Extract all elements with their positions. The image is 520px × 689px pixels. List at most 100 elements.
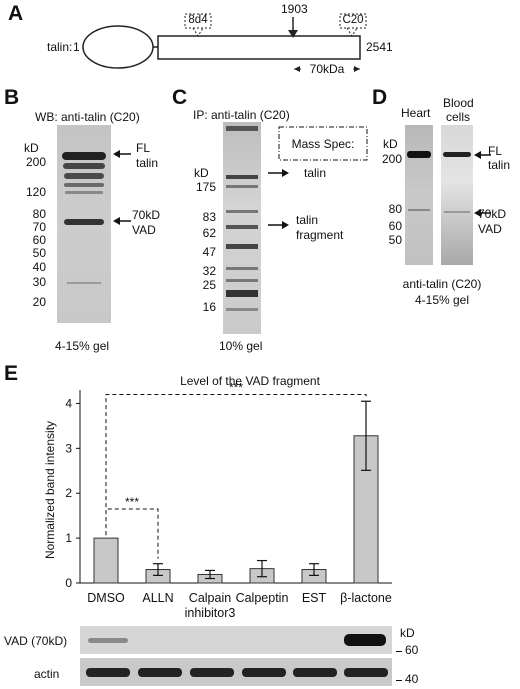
coomassie-gel-c <box>223 122 261 334</box>
mass-spec-box-label: Mass Spec: <box>291 137 355 151</box>
lane-blood-label-1: Blood <box>443 96 474 110</box>
band-c-7 <box>226 290 258 297</box>
cleavage-arrowhead <box>288 30 298 38</box>
panel-c-kd-unit: kD <box>194 166 209 180</box>
label-b-vad-2: VAD <box>132 223 156 237</box>
lane-heart-label: Heart <box>401 106 431 120</box>
marker-b-80: 80 <box>32 207 46 221</box>
blot-vad-band-dmso <box>88 638 128 643</box>
y-tick-label-3: 3 <box>65 441 72 455</box>
label-c-fragment-1: talin <box>296 213 319 227</box>
blot-row-actin-label: actin <box>34 667 60 681</box>
blot-strip-actin <box>80 658 392 686</box>
category-label-0-0: DMSO <box>87 591 125 605</box>
fragment-span-right-head <box>354 66 360 72</box>
marker-b-120: 120 <box>25 185 46 199</box>
blot-marker-60: 60 <box>405 643 419 657</box>
marker-d-50: 50 <box>388 233 402 247</box>
marker-c-47: 47 <box>202 245 216 259</box>
panel-d-arrows <box>474 151 491 217</box>
blot-strip-vad <box>80 626 392 654</box>
epitope-c20-pointer <box>346 27 358 37</box>
band-faint-30 <box>67 282 101 284</box>
band-c-8 <box>226 308 258 311</box>
significance-bracket-0 <box>105 508 159 559</box>
talin-rod-domain <box>157 35 361 60</box>
western-blot-heart-lane <box>405 125 433 265</box>
lane-blood-label-2: cells <box>446 110 471 124</box>
marker-b-70: 70 <box>32 220 46 234</box>
panel-b-kd-unit: kD <box>24 141 39 155</box>
band-d-heart-vad <box>408 209 430 211</box>
panel-b-caption: 4-15% gel <box>55 339 110 353</box>
marker-d-80: 80 <box>388 202 402 216</box>
band-c-3 <box>226 210 258 213</box>
marker-d-60: 60 <box>388 219 402 233</box>
band-upper-1 <box>64 173 104 179</box>
band-c-5 <box>226 267 258 270</box>
panel-c-caption: 10% gel <box>219 339 263 353</box>
marker-b-60: 60 <box>32 233 46 247</box>
marker-c-175: 175 <box>195 180 216 194</box>
cleavage-site-label: 1903 <box>281 2 308 16</box>
label-d-vad-2: VAD <box>478 222 502 236</box>
talin-domain-diagram <box>82 13 367 72</box>
label-b-fl-2: talin <box>136 156 159 170</box>
y-tick-label-2: 2 <box>65 486 72 500</box>
panel-b-letter: B <box>4 86 20 109</box>
fragment-size-label: 70kDa <box>301 62 353 76</box>
significance-label-1: *** <box>229 380 243 394</box>
category-label-5-0: β-lactone <box>340 591 392 605</box>
band-c-4 <box>226 244 258 249</box>
panel-e-letter: E <box>4 362 19 385</box>
significance-bracket-1 <box>105 393 367 536</box>
talin-end-residue: 2541 <box>366 40 393 54</box>
label-c-fragment-2: fragment <box>296 228 344 242</box>
blot-actin-band-3 <box>190 668 234 677</box>
panel-d-kd-unit: kD <box>383 137 398 151</box>
band-upper-3 <box>65 191 103 194</box>
blot-actin-band-1 <box>86 668 130 677</box>
category-label-2-1: inhibitor3 <box>185 606 236 620</box>
band-c-talin <box>226 175 258 179</box>
band-d-blood-fl <box>443 152 471 157</box>
blot-marker-60-tick <box>396 651 402 652</box>
marker-b-40: 40 <box>32 260 46 274</box>
label-d-fl-1: FL <box>488 144 503 158</box>
chart-title: Level of the VAD fragment <box>180 374 320 388</box>
band-d-heart-fl <box>407 151 431 158</box>
blot-actin-band-4 <box>242 668 286 677</box>
band-fl-talin-lower <box>63 163 105 169</box>
band-c-6 <box>226 279 258 282</box>
western-blot-gel-b <box>57 125 111 323</box>
marker-b-20: 20 <box>32 295 46 309</box>
label-b-fl-1: FL <box>136 141 151 155</box>
blot-marker-40-tick <box>396 680 402 681</box>
marker-b-50: 50 <box>32 246 46 260</box>
blot-actin-band-2 <box>138 668 182 677</box>
category-label-3-0: Calpeptin <box>236 591 289 605</box>
panel-d-caption-2: 4-15% gel <box>414 293 470 307</box>
talin-protein-label: talin: <box>47 40 73 54</box>
epitope-c20-box <box>339 13 367 29</box>
epitope-8d4-label: 8d4 <box>188 14 208 26</box>
category-label-2-0: Calpain <box>189 591 231 605</box>
western-blot-blood-lane <box>441 125 473 265</box>
band-c-top <box>226 126 258 131</box>
significance-label-0: *** <box>125 495 139 509</box>
panel-a-letter: A <box>8 2 24 25</box>
marker-c-62: 62 <box>202 226 216 240</box>
category-label-4-0: EST <box>302 591 327 605</box>
fragment-span-left-head <box>294 66 300 72</box>
band-c-fragment <box>226 225 258 229</box>
marker-b-30: 30 <box>32 275 46 289</box>
panel-b-arrows <box>113 150 131 225</box>
marker-c-32: 32 <box>202 264 216 278</box>
blot-actin-band-6 <box>344 668 388 677</box>
marker-c-16: 16 <box>202 300 216 314</box>
band-fl-talin <box>62 152 106 160</box>
blot-kd-unit: kD <box>400 626 415 640</box>
band-d-blood-vad <box>444 211 470 213</box>
blot-marker-40: 40 <box>405 672 419 686</box>
